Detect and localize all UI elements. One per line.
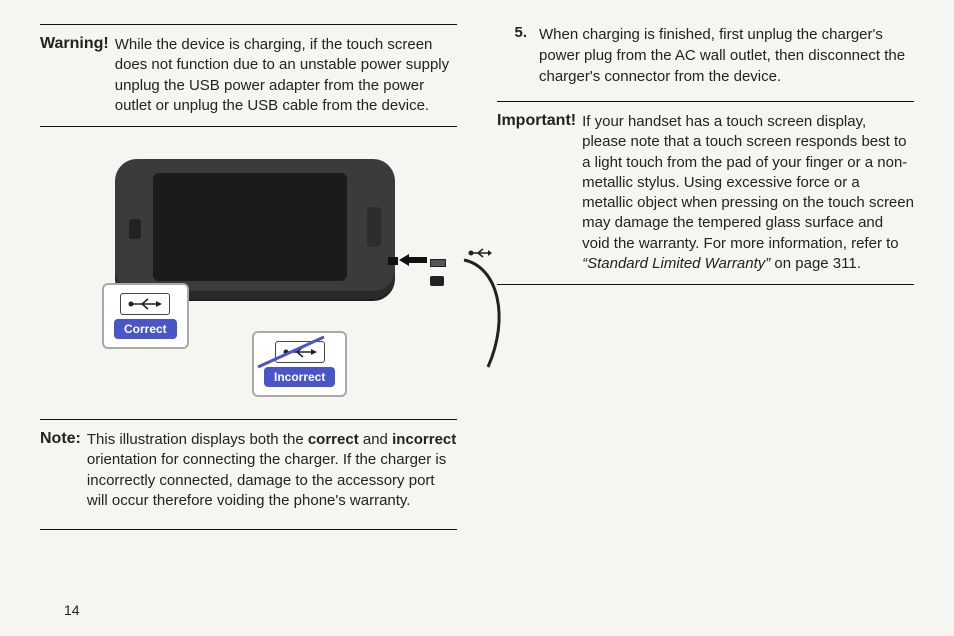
correct-label-chip: Correct (102, 283, 189, 349)
step-row: 5. When charging is finished, first unpl… (497, 24, 914, 87)
note-mid: and (359, 431, 392, 448)
left-column: Warning! While the device is charging, i… (40, 24, 457, 540)
important-pre: If your handset has a touch screen displ… (582, 113, 914, 252)
usb-cable-curve (438, 257, 508, 377)
correct-usb-icon (120, 293, 170, 315)
important-lead: Important! (497, 112, 582, 274)
phone-drawing (115, 159, 395, 299)
incorrect-cross-icon (256, 335, 326, 371)
page-number: 14 (64, 602, 80, 618)
important-italic: “Standard Limited Warranty” (582, 255, 770, 272)
important-body: If your handset has a touch screen displ… (582, 112, 914, 274)
important-post: on page 311. (770, 255, 861, 272)
note-body: This illustration displays both the corr… (87, 430, 457, 511)
note-row: Note: This illustration displays both th… (40, 430, 457, 521)
right-column: 5. When charging is finished, first unpl… (497, 24, 914, 540)
warning-body: While the device is charging, if the tou… (115, 35, 457, 116)
step-body: When charging is finished, first unplug … (539, 24, 914, 87)
step-number: 5. (497, 24, 539, 87)
warning-lead: Warning! (40, 35, 115, 116)
divider-line-bottom (40, 529, 457, 530)
incorrect-label-chip: Incorrect (252, 331, 347, 397)
warning-box: Warning! While the device is charging, i… (40, 24, 457, 127)
phone-usb-port (388, 257, 398, 265)
note-lead: Note: (40, 430, 87, 511)
note-post: orientation for connecting the charger. … (87, 451, 446, 509)
phone-screen (153, 173, 347, 281)
note-b2: incorrect (392, 431, 456, 448)
charger-illustration: Correct Incorrect (40, 141, 457, 411)
important-box: Important! If your handset has a touch s… (497, 101, 914, 285)
phone-home-button (367, 207, 381, 247)
correct-label-inner: Correct (104, 285, 187, 347)
insert-arrow-icon (399, 253, 427, 267)
note-pre: This illustration displays both the (87, 431, 308, 448)
incorrect-label-inner: Incorrect (254, 333, 345, 395)
note-b1: correct (308, 431, 359, 448)
important-row: Important! If your handset has a touch s… (497, 112, 914, 274)
manual-page: Warning! While the device is charging, i… (0, 0, 954, 540)
warning-row: Warning! While the device is charging, i… (40, 35, 457, 116)
divider-line (40, 419, 457, 420)
correct-label-text: Correct (114, 319, 177, 339)
usb-symbol-icon (468, 247, 492, 259)
phone-earpiece (129, 219, 141, 239)
